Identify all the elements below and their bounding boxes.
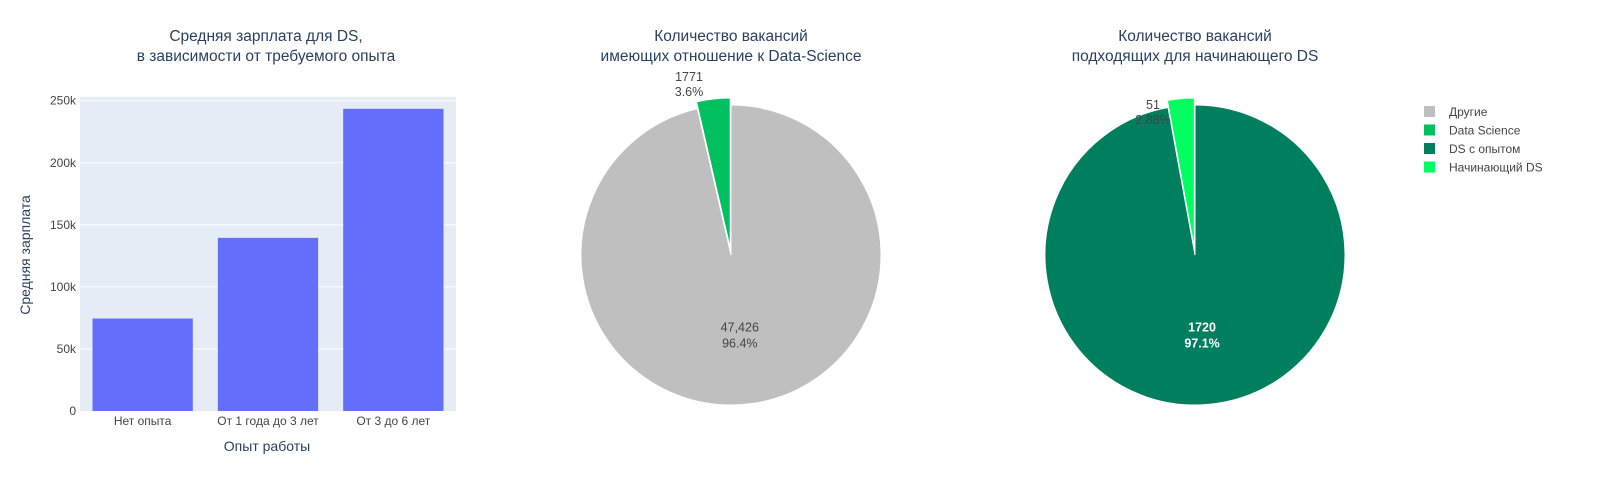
bar-x-ticks: Нет опыта От 1 года до 3 лет От 3 до 6 лет: [114, 414, 431, 428]
pie-chart-junior: Количество вакансий подходящих для начин…: [1044, 28, 1346, 406]
legend-swatch: [1424, 124, 1435, 136]
legend-label: Другие: [1449, 105, 1488, 119]
pie1-title-line-2: имеющих отношение к Data-Science: [601, 48, 862, 65]
bar-y-ticks: 0 50k 100k 150k 200k 250k: [50, 94, 77, 418]
legend: Другие Data Science DS с опытом Начинающий …: [1424, 105, 1543, 175]
pie-small-value-label: 51: [1146, 98, 1160, 112]
pie1-title-line-1: Количество вакансий: [654, 28, 808, 45]
bar-chart: Средняя зарплата для DS, в зависимости о…: [17, 28, 456, 454]
legend-swatch: [1424, 106, 1435, 117]
legend-swatch: [1424, 143, 1435, 154]
bar-marks: [92, 108, 444, 411]
pie-large-value-label: 1720: [1188, 321, 1216, 335]
bar: [343, 108, 444, 411]
pie-slice-large: [580, 104, 882, 406]
bar-y-tick-label: 150k: [50, 218, 77, 232]
legend-label: Начинающий DS: [1449, 161, 1543, 175]
bar-y-axis-title: Средняя зарплата: [17, 195, 33, 315]
bar-chart-title-line-2: в зависимости от требуемого опыта: [137, 48, 396, 65]
bar-chart-title-line-1: Средняя зарплата для DS,: [169, 28, 362, 45]
legend-label: DS с опытом: [1449, 142, 1520, 156]
bar-y-tick-label: 100k: [50, 280, 77, 294]
pie2-title-line-2: подходящих для начинающего DS: [1072, 48, 1319, 65]
pie-slice-small: [695, 97, 731, 249]
pie2-slices: 1720 97.1% 512.88%: [1044, 97, 1346, 406]
pie-slice-small: [1166, 97, 1195, 249]
pie-chart-vacancies: Количество вакансий имеющих отношение к …: [580, 28, 882, 406]
bar-x-tick-label: Нет опыта: [114, 414, 172, 428]
bar-x-tick-label: От 3 до 6 лет: [356, 414, 430, 428]
pie-large-value-label: 47,426: [721, 321, 759, 335]
pie-small-percent-label: 2.88%: [1135, 113, 1170, 127]
bar-x-tick-label: От 1 года до 3 лет: [217, 414, 319, 428]
bar-y-tick-label: 0: [69, 404, 76, 418]
pie-small-percent-label: 3.6%: [675, 85, 704, 99]
pie-small-value-label: 1771: [675, 70, 703, 84]
bar-x-axis-title: Опыт работы: [224, 438, 310, 454]
bar: [92, 318, 193, 411]
pie2-title-line-1: Количество вакансий: [1118, 28, 1272, 45]
bar: [217, 237, 319, 411]
bar-y-tick-label: 200k: [50, 156, 77, 170]
pie-large-percent-label: 97.1%: [1184, 337, 1219, 351]
legend-label: Data Science: [1449, 124, 1521, 138]
legend-swatch: [1424, 161, 1435, 173]
bar-y-tick-label: 50k: [57, 342, 77, 356]
pie-slice-large: [1044, 104, 1346, 406]
bar-y-tick-label: 250k: [50, 94, 77, 108]
pie-large-percent-label: 96.4%: [722, 337, 757, 351]
